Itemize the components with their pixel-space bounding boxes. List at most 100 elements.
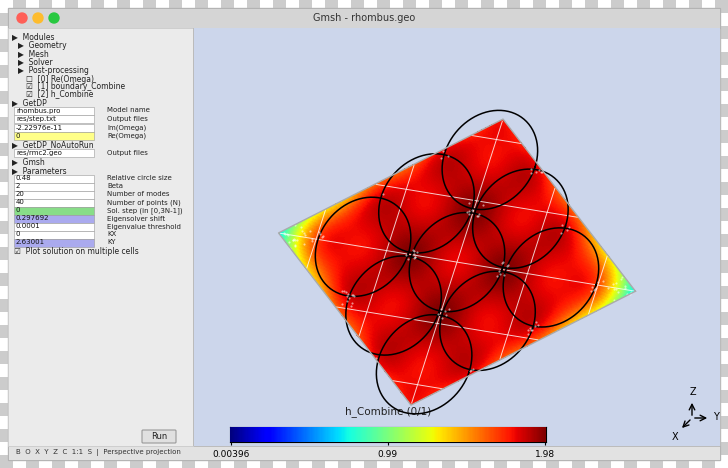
Bar <box>572 208 585 221</box>
Bar <box>715 130 728 143</box>
Bar <box>325 390 338 403</box>
Bar <box>403 104 416 117</box>
Bar <box>390 338 403 351</box>
Bar <box>507 260 520 273</box>
Bar <box>494 286 507 299</box>
Bar <box>195 403 208 416</box>
Bar <box>13 78 26 91</box>
Bar <box>585 13 598 26</box>
Point <box>298 240 309 248</box>
Bar <box>143 286 156 299</box>
Bar <box>156 286 169 299</box>
Bar <box>546 65 559 78</box>
Bar <box>39 455 52 468</box>
Bar <box>442 26 455 39</box>
Bar <box>585 286 598 299</box>
Bar <box>455 273 468 286</box>
Bar <box>507 455 520 468</box>
Bar <box>403 455 416 468</box>
Text: ☑  [2] h_Combine: ☑ [2] h_Combine <box>26 89 93 98</box>
Bar <box>611 0 624 13</box>
Bar <box>299 39 312 52</box>
Bar <box>468 312 481 325</box>
Bar <box>520 143 533 156</box>
Bar <box>520 65 533 78</box>
Bar <box>91 260 104 273</box>
Bar <box>637 52 650 65</box>
Bar <box>481 364 494 377</box>
Bar <box>663 26 676 39</box>
Bar <box>234 442 247 455</box>
Bar <box>624 234 637 247</box>
Bar <box>702 338 715 351</box>
Bar <box>26 286 39 299</box>
Bar <box>221 403 234 416</box>
Bar <box>39 143 52 156</box>
Bar <box>26 182 39 195</box>
Bar <box>169 260 182 273</box>
Bar <box>598 325 611 338</box>
Bar <box>247 286 260 299</box>
Bar <box>689 39 702 52</box>
Bar <box>130 299 143 312</box>
Bar <box>364 351 377 364</box>
Bar <box>234 338 247 351</box>
Bar <box>572 312 585 325</box>
Bar <box>130 416 143 429</box>
Bar <box>221 130 234 143</box>
Point <box>435 306 446 313</box>
Bar <box>325 104 338 117</box>
Bar <box>715 182 728 195</box>
Bar <box>156 117 169 130</box>
Bar <box>364 325 377 338</box>
Point <box>282 232 294 239</box>
Bar <box>481 117 494 130</box>
Bar <box>702 273 715 286</box>
Bar <box>26 52 39 65</box>
Bar <box>364 260 377 273</box>
Bar <box>715 247 728 260</box>
Point <box>377 190 389 198</box>
Bar <box>364 117 377 130</box>
Bar <box>611 208 624 221</box>
Bar <box>598 208 611 221</box>
Bar <box>507 286 520 299</box>
Bar <box>455 260 468 273</box>
Bar <box>195 156 208 169</box>
Bar <box>494 247 507 260</box>
Point <box>462 208 473 215</box>
Bar <box>299 143 312 156</box>
Bar <box>351 234 364 247</box>
Bar <box>247 39 260 52</box>
Bar <box>143 91 156 104</box>
Bar <box>572 52 585 65</box>
Bar <box>286 91 299 104</box>
Bar <box>676 429 689 442</box>
Bar <box>572 0 585 13</box>
Bar <box>403 169 416 182</box>
Bar <box>429 104 442 117</box>
Bar <box>520 104 533 117</box>
Bar <box>247 416 260 429</box>
Bar <box>65 91 78 104</box>
Bar <box>143 390 156 403</box>
Bar <box>312 221 325 234</box>
Bar <box>247 455 260 468</box>
Bar <box>221 169 234 182</box>
Point <box>522 330 534 338</box>
Bar <box>351 390 364 403</box>
Bar <box>585 208 598 221</box>
Bar <box>286 455 299 468</box>
Bar <box>130 338 143 351</box>
Text: 2: 2 <box>16 183 20 190</box>
Bar <box>325 273 338 286</box>
Bar <box>208 247 221 260</box>
Bar <box>13 156 26 169</box>
Bar <box>247 299 260 312</box>
Bar <box>585 169 598 182</box>
Bar <box>78 429 91 442</box>
Point <box>338 287 349 295</box>
Bar <box>104 260 117 273</box>
Bar <box>156 195 169 208</box>
Bar <box>169 39 182 52</box>
